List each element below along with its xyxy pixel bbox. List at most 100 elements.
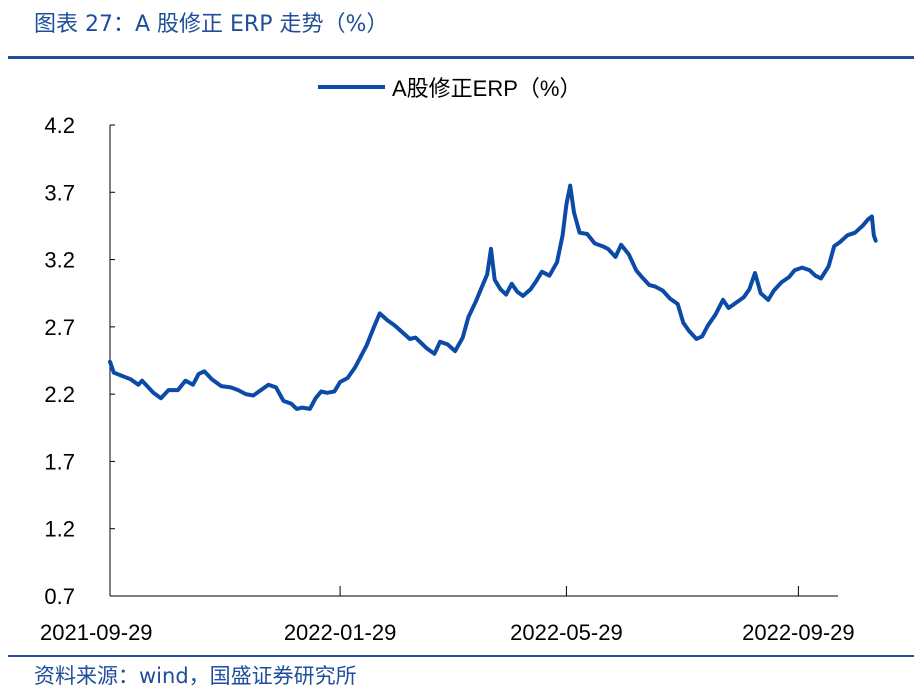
- data-point: [339, 381, 341, 383]
- data-point: [160, 397, 162, 400]
- y-tick-label: 3.7: [44, 180, 75, 205]
- y-tick-label: 2.7: [44, 315, 75, 340]
- data-point: [773, 289, 775, 292]
- data-point: [260, 389, 262, 391]
- data-point: [701, 335, 703, 338]
- data-point: [275, 386, 277, 389]
- data-point: [467, 316, 470, 319]
- source-note: 资料来源：wind，国盛证券研究所: [34, 664, 357, 688]
- y-tick-label: 1.2: [44, 517, 75, 542]
- data-point: [237, 389, 239, 391]
- y-tick-label: 0.7: [44, 584, 75, 609]
- data-point: [301, 406, 304, 409]
- y-tick-label: 4.2: [44, 113, 75, 138]
- data-point: [510, 283, 513, 285]
- x-tick-label: 2022-01-29: [284, 620, 397, 645]
- data-point: [290, 402, 292, 405]
- data-point: [420, 342, 423, 344]
- y-tick-label: 2.2: [44, 382, 75, 407]
- data-point: [586, 233, 588, 235]
- data-point: [735, 301, 737, 304]
- data-point: [409, 338, 411, 340]
- data-point: [541, 270, 543, 273]
- series-line: [108, 183, 878, 411]
- data-point: [627, 253, 630, 255]
- data-point: [326, 392, 328, 394]
- data-point: [727, 307, 730, 309]
- data-point: [767, 299, 769, 301]
- data-point: [129, 378, 132, 381]
- data-point: [516, 291, 519, 293]
- data-point: [475, 300, 477, 303]
- data-point: [780, 281, 783, 284]
- data-point: [529, 288, 532, 291]
- data-point: [714, 313, 717, 316]
- data-point: [676, 303, 679, 305]
- data-point: [601, 245, 603, 247]
- data-point: [167, 389, 170, 391]
- data-point: [839, 241, 841, 243]
- data-point: [820, 277, 822, 280]
- data-point: [480, 287, 483, 289]
- data-point: [754, 272, 756, 274]
- data-point: [197, 373, 200, 375]
- data-point: [573, 211, 575, 214]
- data-point: [394, 324, 396, 327]
- data-point: [439, 340, 441, 343]
- data-point: [109, 361, 111, 363]
- source-rule: [8, 655, 914, 657]
- figure-title: 图表 27：A 股修正 ERP 走势（%）: [34, 12, 389, 37]
- data-point: [561, 234, 564, 237]
- data-point: [245, 393, 247, 395]
- data-point: [282, 400, 285, 402]
- data-point: [461, 336, 464, 339]
- data-point: [386, 319, 389, 321]
- data-point: [454, 350, 456, 352]
- data-point: [641, 276, 643, 278]
- data-point: [505, 293, 507, 296]
- x-tick-label: 2021-09-29: [40, 620, 153, 645]
- data-point: [433, 353, 436, 355]
- data-point: [648, 284, 651, 286]
- data-point: [748, 288, 751, 291]
- data-point: [620, 244, 622, 246]
- data-point: [414, 336, 417, 339]
- data-point: [682, 322, 685, 324]
- data-point: [707, 324, 709, 327]
- data-point: [688, 330, 690, 332]
- data-point: [490, 248, 492, 250]
- data-point: [565, 203, 568, 206]
- data-point: [569, 184, 571, 187]
- data-point: [808, 269, 811, 272]
- data-point: [220, 385, 223, 387]
- data-point: [548, 274, 551, 277]
- data-point: [793, 269, 796, 272]
- data-point: [346, 377, 349, 379]
- legend: A股修正ERP（%）: [318, 76, 581, 101]
- data-point: [722, 299, 724, 301]
- data-point: [314, 397, 317, 400]
- data-point: [378, 312, 381, 315]
- data-point: [814, 274, 817, 277]
- legend-label: A股修正ERP（%）: [392, 76, 581, 101]
- title-rule: [8, 56, 914, 59]
- y-tick-group: 4.2 3.7 3.2 2.7 2.2 1.7 1.2 0.7: [44, 113, 115, 609]
- data-point: [113, 371, 115, 374]
- data-point: [309, 408, 311, 410]
- x-tick-label: 2022-05-29: [510, 620, 623, 645]
- data-point: [635, 269, 637, 272]
- data-point: [827, 265, 830, 268]
- data-point: [654, 285, 656, 288]
- data-point: [401, 331, 404, 334]
- data-point: [229, 386, 232, 389]
- data-point: [801, 266, 803, 269]
- data-point: [446, 343, 449, 346]
- data-point: [522, 295, 524, 297]
- data-point: [360, 355, 362, 358]
- data-point: [871, 215, 873, 218]
- x-tick-group: 2021-09-29 2022-01-29 2022-05-29 2022-09-29: [40, 586, 855, 645]
- data-point: [556, 261, 558, 264]
- data-point: [333, 390, 336, 393]
- x-tick-label: 2022-09-29: [742, 620, 855, 645]
